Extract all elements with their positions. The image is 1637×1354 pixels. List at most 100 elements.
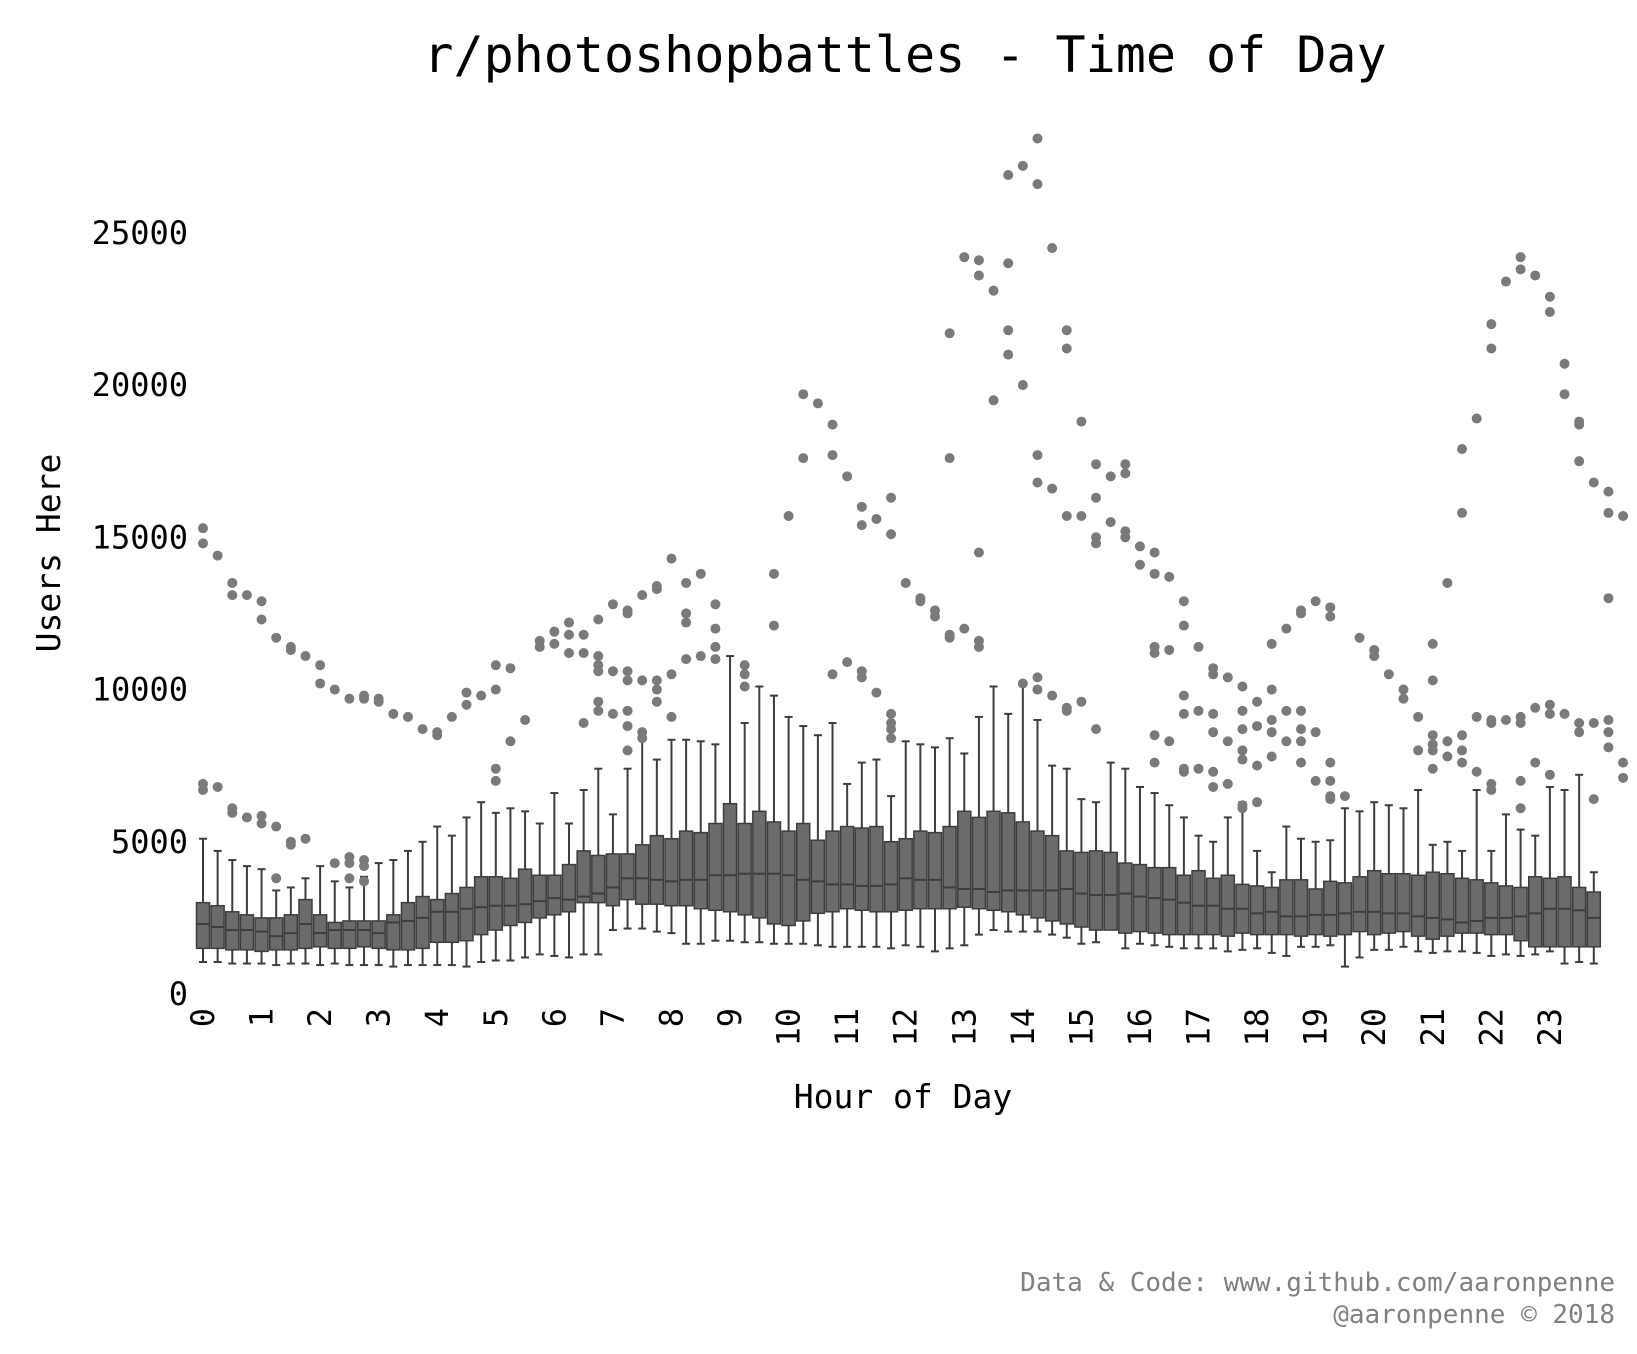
box-hour-slot: [210, 849, 225, 964]
outlier-point: [607, 666, 618, 677]
outlier-point: [285, 839, 296, 850]
outlier-point: [461, 699, 472, 710]
box-hour-slot: [547, 792, 562, 957]
x-tick-label: 14: [1004, 1008, 1042, 1047]
box-hour-slot: [1381, 804, 1397, 951]
outlier-point: [1471, 711, 1482, 722]
box-iqr: [722, 802, 738, 913]
outlier-point: [959, 252, 970, 263]
outlier-point: [1603, 714, 1614, 725]
box-hour-slot: [913, 743, 928, 948]
outlier-point: [812, 398, 823, 409]
box-hour-slot: [1249, 849, 1265, 950]
outlier-point: [1047, 243, 1058, 254]
outlier-point: [856, 672, 867, 683]
outlier-point: [1325, 602, 1336, 613]
outlier-point: [359, 876, 370, 887]
outlier-point: [227, 807, 238, 818]
box-hour-slot: [1586, 871, 1602, 965]
outlier-point: [1178, 766, 1189, 777]
y-axis-ticks: 0 5000 10000 15000 20000 25000: [92, 214, 188, 1013]
box-hour-slot: [766, 694, 782, 945]
outlier-point: [1369, 651, 1380, 662]
box-hour-slot: [386, 859, 401, 968]
box-iqr: [1176, 874, 1192, 936]
box-hour-slot: [986, 685, 1001, 932]
outlier-point: [1208, 669, 1219, 680]
box-iqr: [678, 830, 694, 907]
box-hour-slot: [708, 743, 723, 942]
outlier-point: [271, 632, 282, 643]
outlier-point: [886, 529, 897, 540]
box-hour-slot: [1425, 843, 1441, 954]
outlier-point: [1296, 724, 1306, 735]
outlier-point: [651, 696, 662, 707]
outlier-point: [1266, 714, 1277, 725]
box-iqr: [488, 876, 504, 931]
box-hour-slot: [942, 737, 957, 950]
outlier-point: [1120, 532, 1131, 543]
x-tick-label: 6: [535, 1008, 573, 1027]
x-tick-label: 13: [945, 1008, 983, 1047]
outlier-point: [944, 632, 955, 643]
outlier-point: [1588, 477, 1599, 488]
box-hour-slot: [1264, 871, 1279, 954]
outlier-point: [1237, 705, 1248, 716]
outlier-point: [1544, 708, 1555, 719]
x-axis-label: Hour of Day: [794, 1077, 1013, 1116]
box-hour-slot: [1103, 761, 1118, 931]
outlier-point: [1603, 593, 1614, 604]
outlier-point: [1252, 696, 1263, 707]
box-iqr: [810, 839, 826, 915]
box-hour-slot: [1132, 785, 1148, 945]
outlier-point: [637, 675, 648, 686]
outlier-point: [1544, 306, 1555, 317]
outlier-point: [1164, 644, 1175, 655]
outlier-point: [1559, 389, 1570, 400]
box-hour-slot: [722, 655, 738, 942]
box-hour-slot: [649, 758, 665, 933]
outlier-point: [1149, 647, 1160, 658]
box-hour-slot: [1308, 840, 1323, 948]
box-iqr: [312, 914, 328, 948]
outlier-point: [1457, 507, 1468, 518]
outlier-point: [1515, 803, 1526, 814]
outlier-point: [622, 666, 633, 677]
box-iqr: [576, 850, 591, 904]
outlier-point: [1120, 468, 1131, 479]
outlier-point: [1120, 459, 1131, 470]
outlier-point: [1310, 596, 1321, 607]
x-tick-label: 7: [594, 1008, 632, 1027]
outlier-point: [1266, 751, 1277, 762]
outlier-point: [1310, 775, 1321, 786]
outlier-point: [490, 775, 501, 786]
box-hour-slot: [1191, 834, 1206, 950]
box-iqr: [1513, 886, 1528, 942]
x-tick-label: 9: [711, 1008, 749, 1027]
box-hour-slot: [591, 767, 606, 956]
outlier-point: [1222, 736, 1233, 747]
outlier-point: [973, 641, 984, 652]
outlier-point: [1413, 711, 1424, 722]
outlier-point: [1574, 456, 1585, 467]
box-hour-slot: [1161, 804, 1177, 948]
box-iqr: [1074, 851, 1089, 928]
outlier-point: [1047, 690, 1058, 701]
x-tick-label: 8: [652, 1008, 690, 1027]
outlier-point: [1164, 571, 1175, 582]
box-iqr: [634, 844, 650, 905]
outlier-point: [490, 763, 501, 774]
outlier-point: [651, 684, 662, 695]
outlier-point: [1149, 730, 1160, 741]
outlier-point: [461, 687, 472, 698]
outlier-point: [1530, 757, 1541, 768]
outlier-point: [593, 705, 604, 716]
outlier-point: [1266, 684, 1277, 695]
outlier-point: [959, 623, 970, 634]
outlier-point: [1325, 775, 1336, 786]
box-iqr: [1571, 886, 1587, 948]
box-iqr: [400, 901, 416, 951]
box-iqr: [356, 920, 372, 948]
box-hour-slot: [854, 761, 870, 948]
